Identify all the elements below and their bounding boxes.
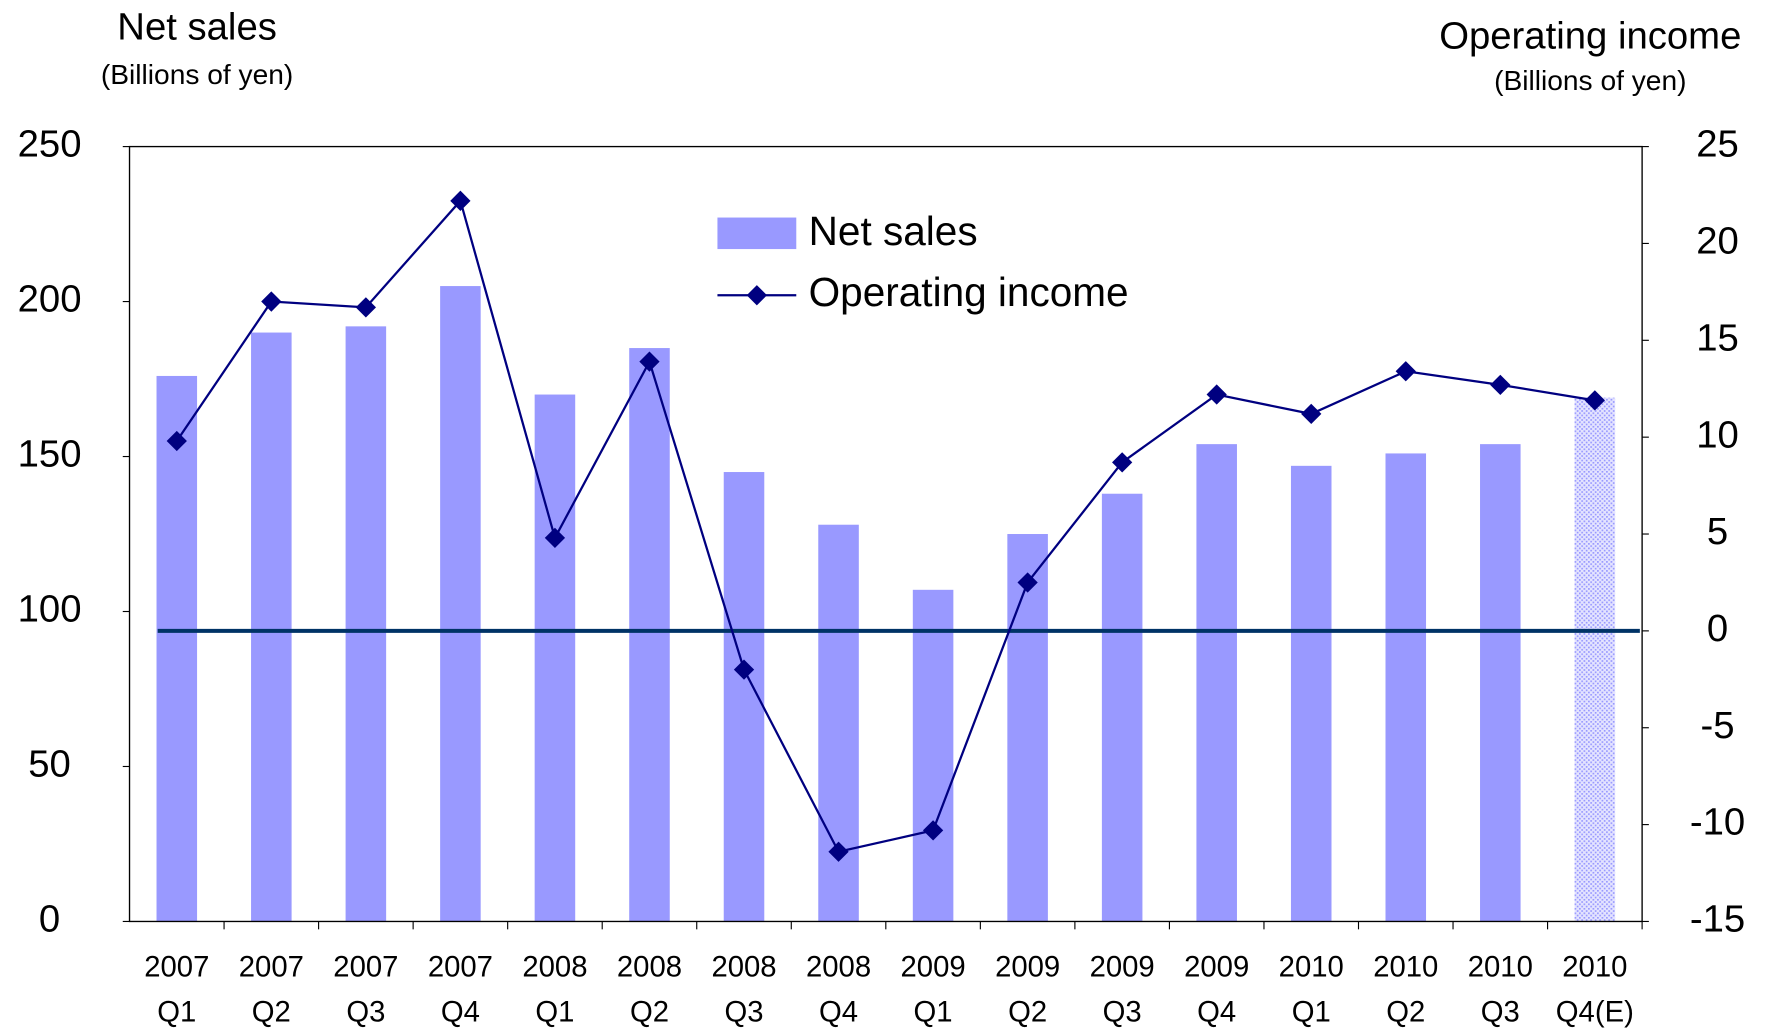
bar xyxy=(1196,444,1237,922)
y2-tick-label: 15 xyxy=(1696,316,1739,359)
x-tick-label: 2008 xyxy=(806,950,871,983)
y-tick-label: 100 xyxy=(18,588,82,631)
x-tick-label: Q1 xyxy=(914,996,953,1029)
bar xyxy=(534,394,576,922)
right-axis-title: Operating income xyxy=(1439,15,1741,58)
y2-tick-label: 5 xyxy=(1707,510,1728,553)
x-tick-label: Q3 xyxy=(346,996,385,1029)
y-tick-label: 250 xyxy=(18,123,82,166)
bar xyxy=(1290,465,1332,922)
x-tick-label: Q3 xyxy=(1481,996,1520,1029)
y2-tick-label: -10 xyxy=(1690,801,1745,844)
bar xyxy=(345,326,387,922)
left-axis-unit: (Billions of yen) xyxy=(101,59,293,90)
y2-tick-label: 25 xyxy=(1696,123,1739,166)
x-tick-label: Q2 xyxy=(1386,996,1425,1029)
x-tick-label: 2008 xyxy=(522,950,587,983)
marker xyxy=(1112,452,1133,473)
legend-swatch xyxy=(717,217,797,250)
marker xyxy=(1301,403,1322,425)
marker xyxy=(1395,361,1416,382)
marker xyxy=(733,659,755,680)
bar xyxy=(1480,444,1521,922)
bar xyxy=(1385,453,1427,922)
bar xyxy=(156,375,198,922)
bar xyxy=(440,286,481,922)
x-tick-label: Q3 xyxy=(1103,996,1142,1029)
x-tick-label: 2009 xyxy=(1090,950,1155,983)
x-tick-label: 2007 xyxy=(333,950,398,983)
y-tick-label: 200 xyxy=(18,278,82,321)
marker xyxy=(639,351,660,372)
x-tick-label: Q2 xyxy=(252,996,291,1029)
marker xyxy=(922,820,944,841)
x-tick-label: Q2 xyxy=(1008,996,1047,1029)
bar xyxy=(1574,397,1616,922)
marker xyxy=(544,527,566,549)
marker xyxy=(1490,374,1511,395)
line xyxy=(175,198,1596,854)
y-tick-label: 0 xyxy=(39,898,60,941)
x-tick-label: Q4 xyxy=(441,996,480,1029)
bar xyxy=(251,332,292,922)
y2-tick-label: -5 xyxy=(1701,704,1735,747)
x-tick-label: Q3 xyxy=(724,996,763,1029)
bar xyxy=(1101,493,1143,922)
bar xyxy=(818,524,859,922)
marker xyxy=(261,291,282,312)
x-tick-label: 2008 xyxy=(711,950,776,983)
legend-marker xyxy=(746,285,767,306)
x-tick-label: 2010 xyxy=(1279,950,1344,983)
x-tick-label: Q1 xyxy=(535,996,574,1029)
y2-tick-label: 20 xyxy=(1696,220,1739,263)
x-tick-label: Q4(E) xyxy=(1556,996,1634,1029)
y2-tick-label: 10 xyxy=(1696,413,1739,456)
y-tick-label: 50 xyxy=(28,743,71,786)
marker xyxy=(450,190,471,211)
y2-tick-label: -15 xyxy=(1690,898,1745,941)
bar xyxy=(1007,534,1048,922)
x-tick-label: Q2 xyxy=(630,996,669,1029)
y-tick-label: 150 xyxy=(18,433,82,476)
x-tick-label: Q4 xyxy=(819,996,858,1029)
x-tick-label: 2010 xyxy=(1373,950,1438,983)
marker xyxy=(1206,384,1227,405)
x-tick-label: 2009 xyxy=(1184,950,1249,983)
y2-tick-label: 0 xyxy=(1707,607,1728,650)
marker xyxy=(1584,390,1605,411)
x-tick-label: Q1 xyxy=(1292,996,1331,1029)
marker xyxy=(166,430,187,452)
bar xyxy=(629,348,670,922)
x-tick-label: 2009 xyxy=(901,950,966,983)
marker xyxy=(828,841,849,862)
left-axis-title: Net sales xyxy=(117,6,277,49)
x-tick-label: Q1 xyxy=(157,996,196,1029)
x-tick-label: 2010 xyxy=(1468,950,1533,983)
x-tick-label: 2007 xyxy=(428,950,493,983)
x-tick-label: 2007 xyxy=(144,950,209,983)
right-axis-unit: (Billions of yen) xyxy=(1494,65,1686,96)
x-tick-label: Q4 xyxy=(1197,996,1236,1029)
legend-label: Net sales xyxy=(809,208,978,254)
marker xyxy=(1017,572,1038,593)
marker xyxy=(355,297,377,318)
legend-label: Operating income xyxy=(809,269,1129,315)
x-tick-label: 2009 xyxy=(995,950,1060,983)
x-tick-label: 2008 xyxy=(617,950,682,983)
x-tick-label: 2007 xyxy=(239,950,304,983)
bar xyxy=(912,589,954,922)
x-tick-label: 2010 xyxy=(1562,950,1627,983)
